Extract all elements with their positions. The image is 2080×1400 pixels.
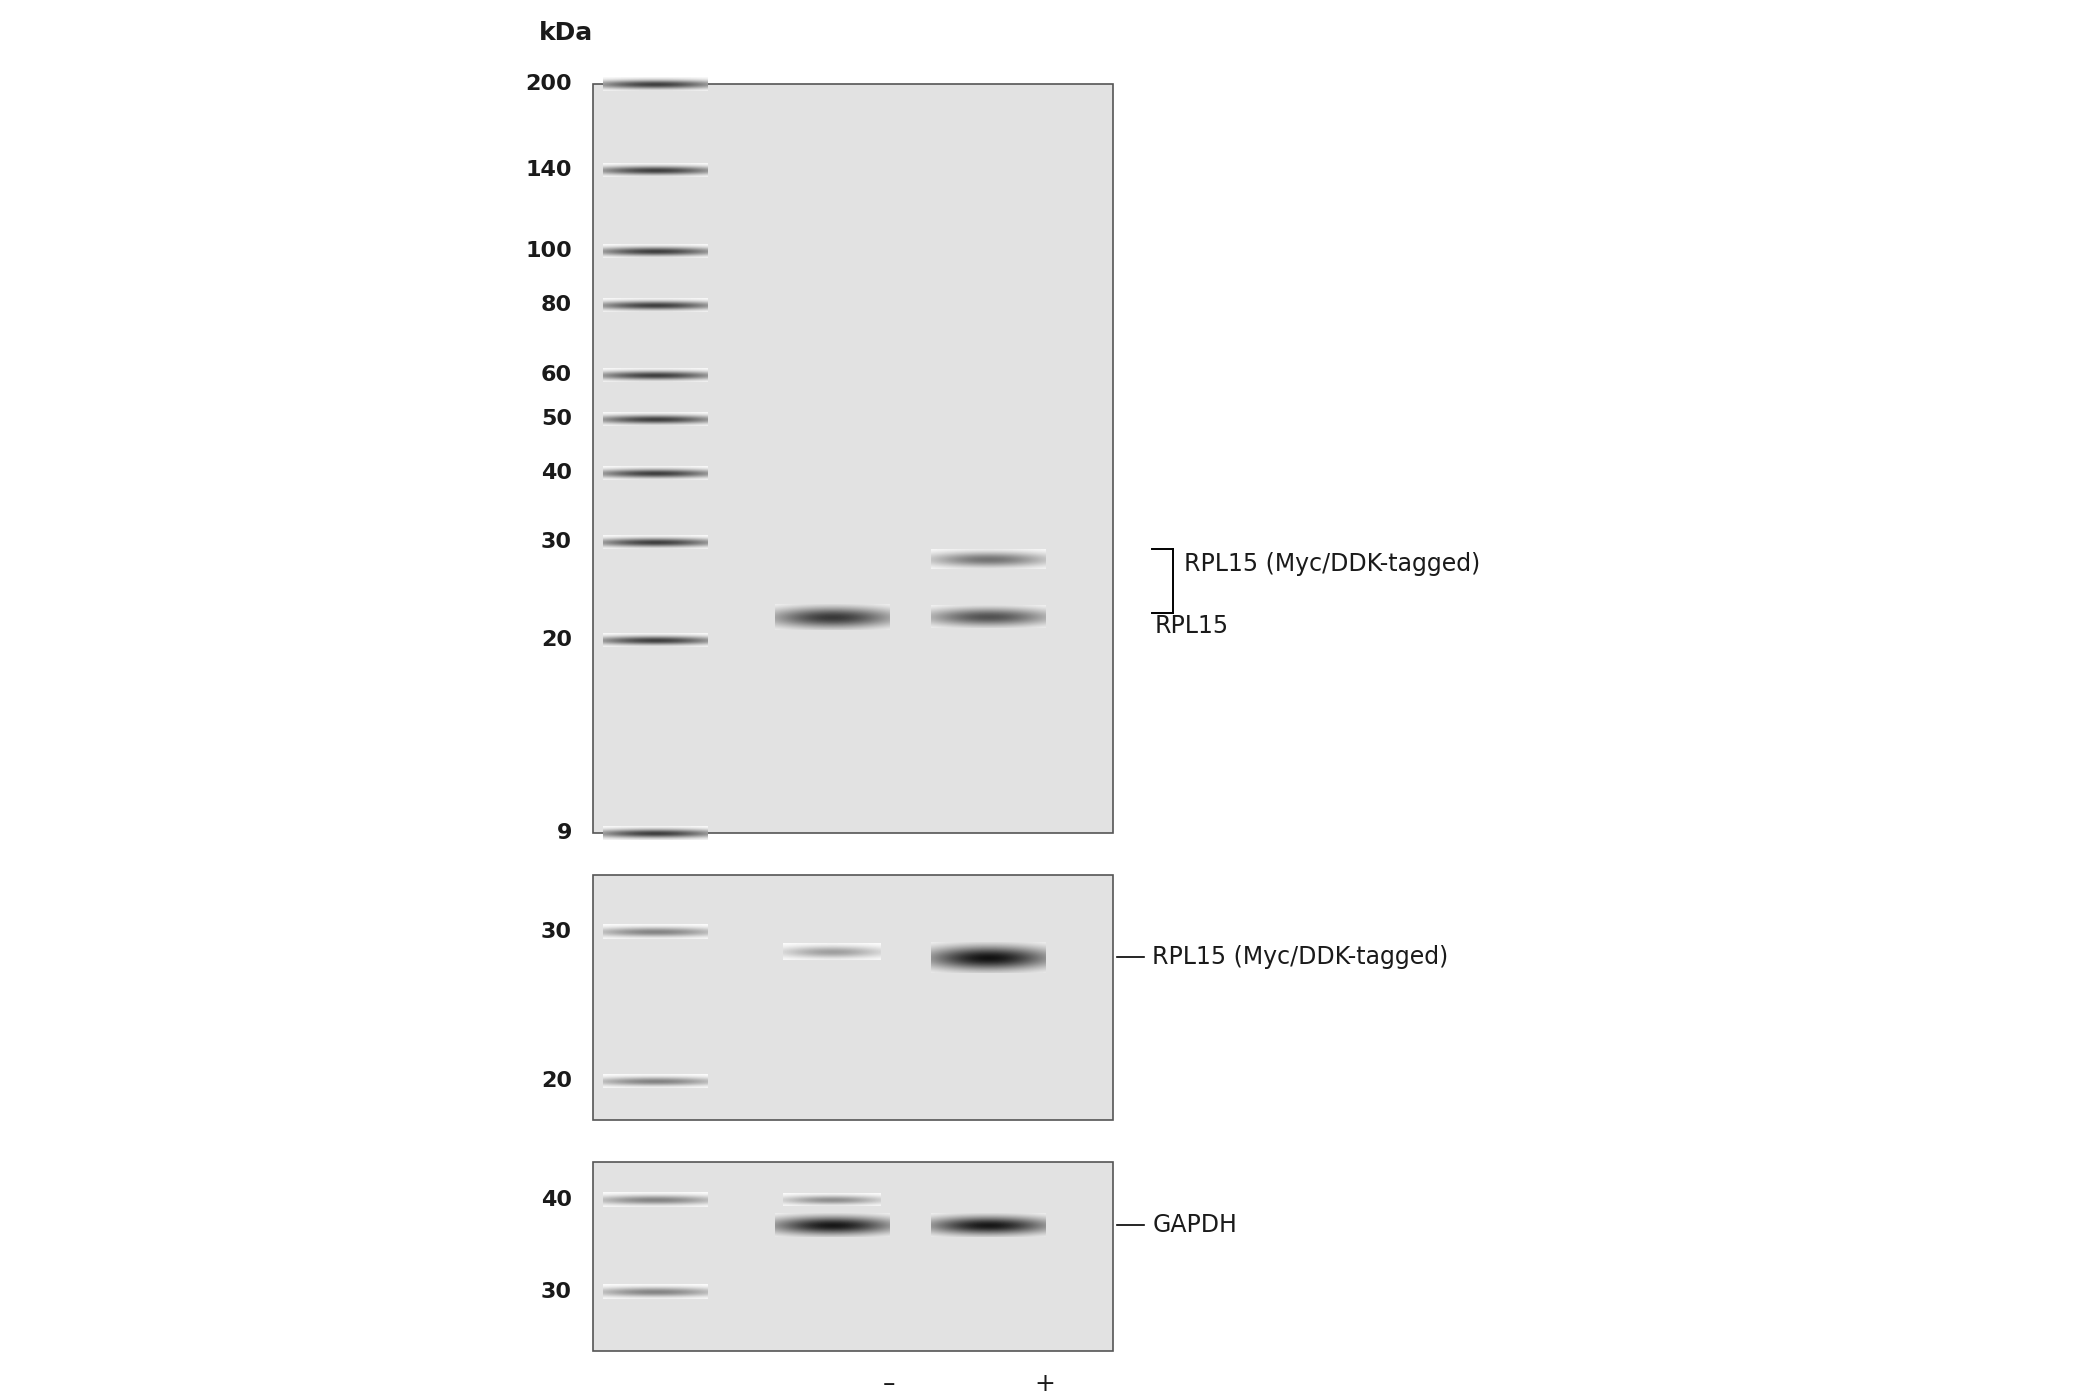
Text: RPL15 (Myc/DDK-tagged): RPL15 (Myc/DDK-tagged) xyxy=(1184,552,1479,577)
Text: 20: 20 xyxy=(541,1071,572,1091)
Bar xyxy=(593,1162,1113,1351)
Text: 40: 40 xyxy=(541,463,572,483)
Text: 9: 9 xyxy=(557,823,572,843)
Text: GAPDH: GAPDH xyxy=(1152,1212,1238,1238)
Text: 30: 30 xyxy=(541,1282,572,1302)
Text: +: + xyxy=(1034,1372,1057,1396)
Text: kDa: kDa xyxy=(539,21,593,45)
Text: 80: 80 xyxy=(541,295,572,315)
Text: RPL15: RPL15 xyxy=(1154,613,1229,637)
Text: 60: 60 xyxy=(541,365,572,385)
Text: 200: 200 xyxy=(526,74,572,94)
Text: 50: 50 xyxy=(541,409,572,428)
Text: 30: 30 xyxy=(541,532,572,552)
Text: 100: 100 xyxy=(526,241,572,262)
Bar xyxy=(593,875,1113,1120)
Text: –: – xyxy=(882,1372,896,1396)
Text: RPL15 (Myc/DDK-tagged): RPL15 (Myc/DDK-tagged) xyxy=(1152,945,1448,969)
Text: 140: 140 xyxy=(526,160,572,181)
Bar xyxy=(593,84,1113,833)
Text: 40: 40 xyxy=(541,1190,572,1210)
Text: 30: 30 xyxy=(541,921,572,942)
Text: 20: 20 xyxy=(541,630,572,650)
